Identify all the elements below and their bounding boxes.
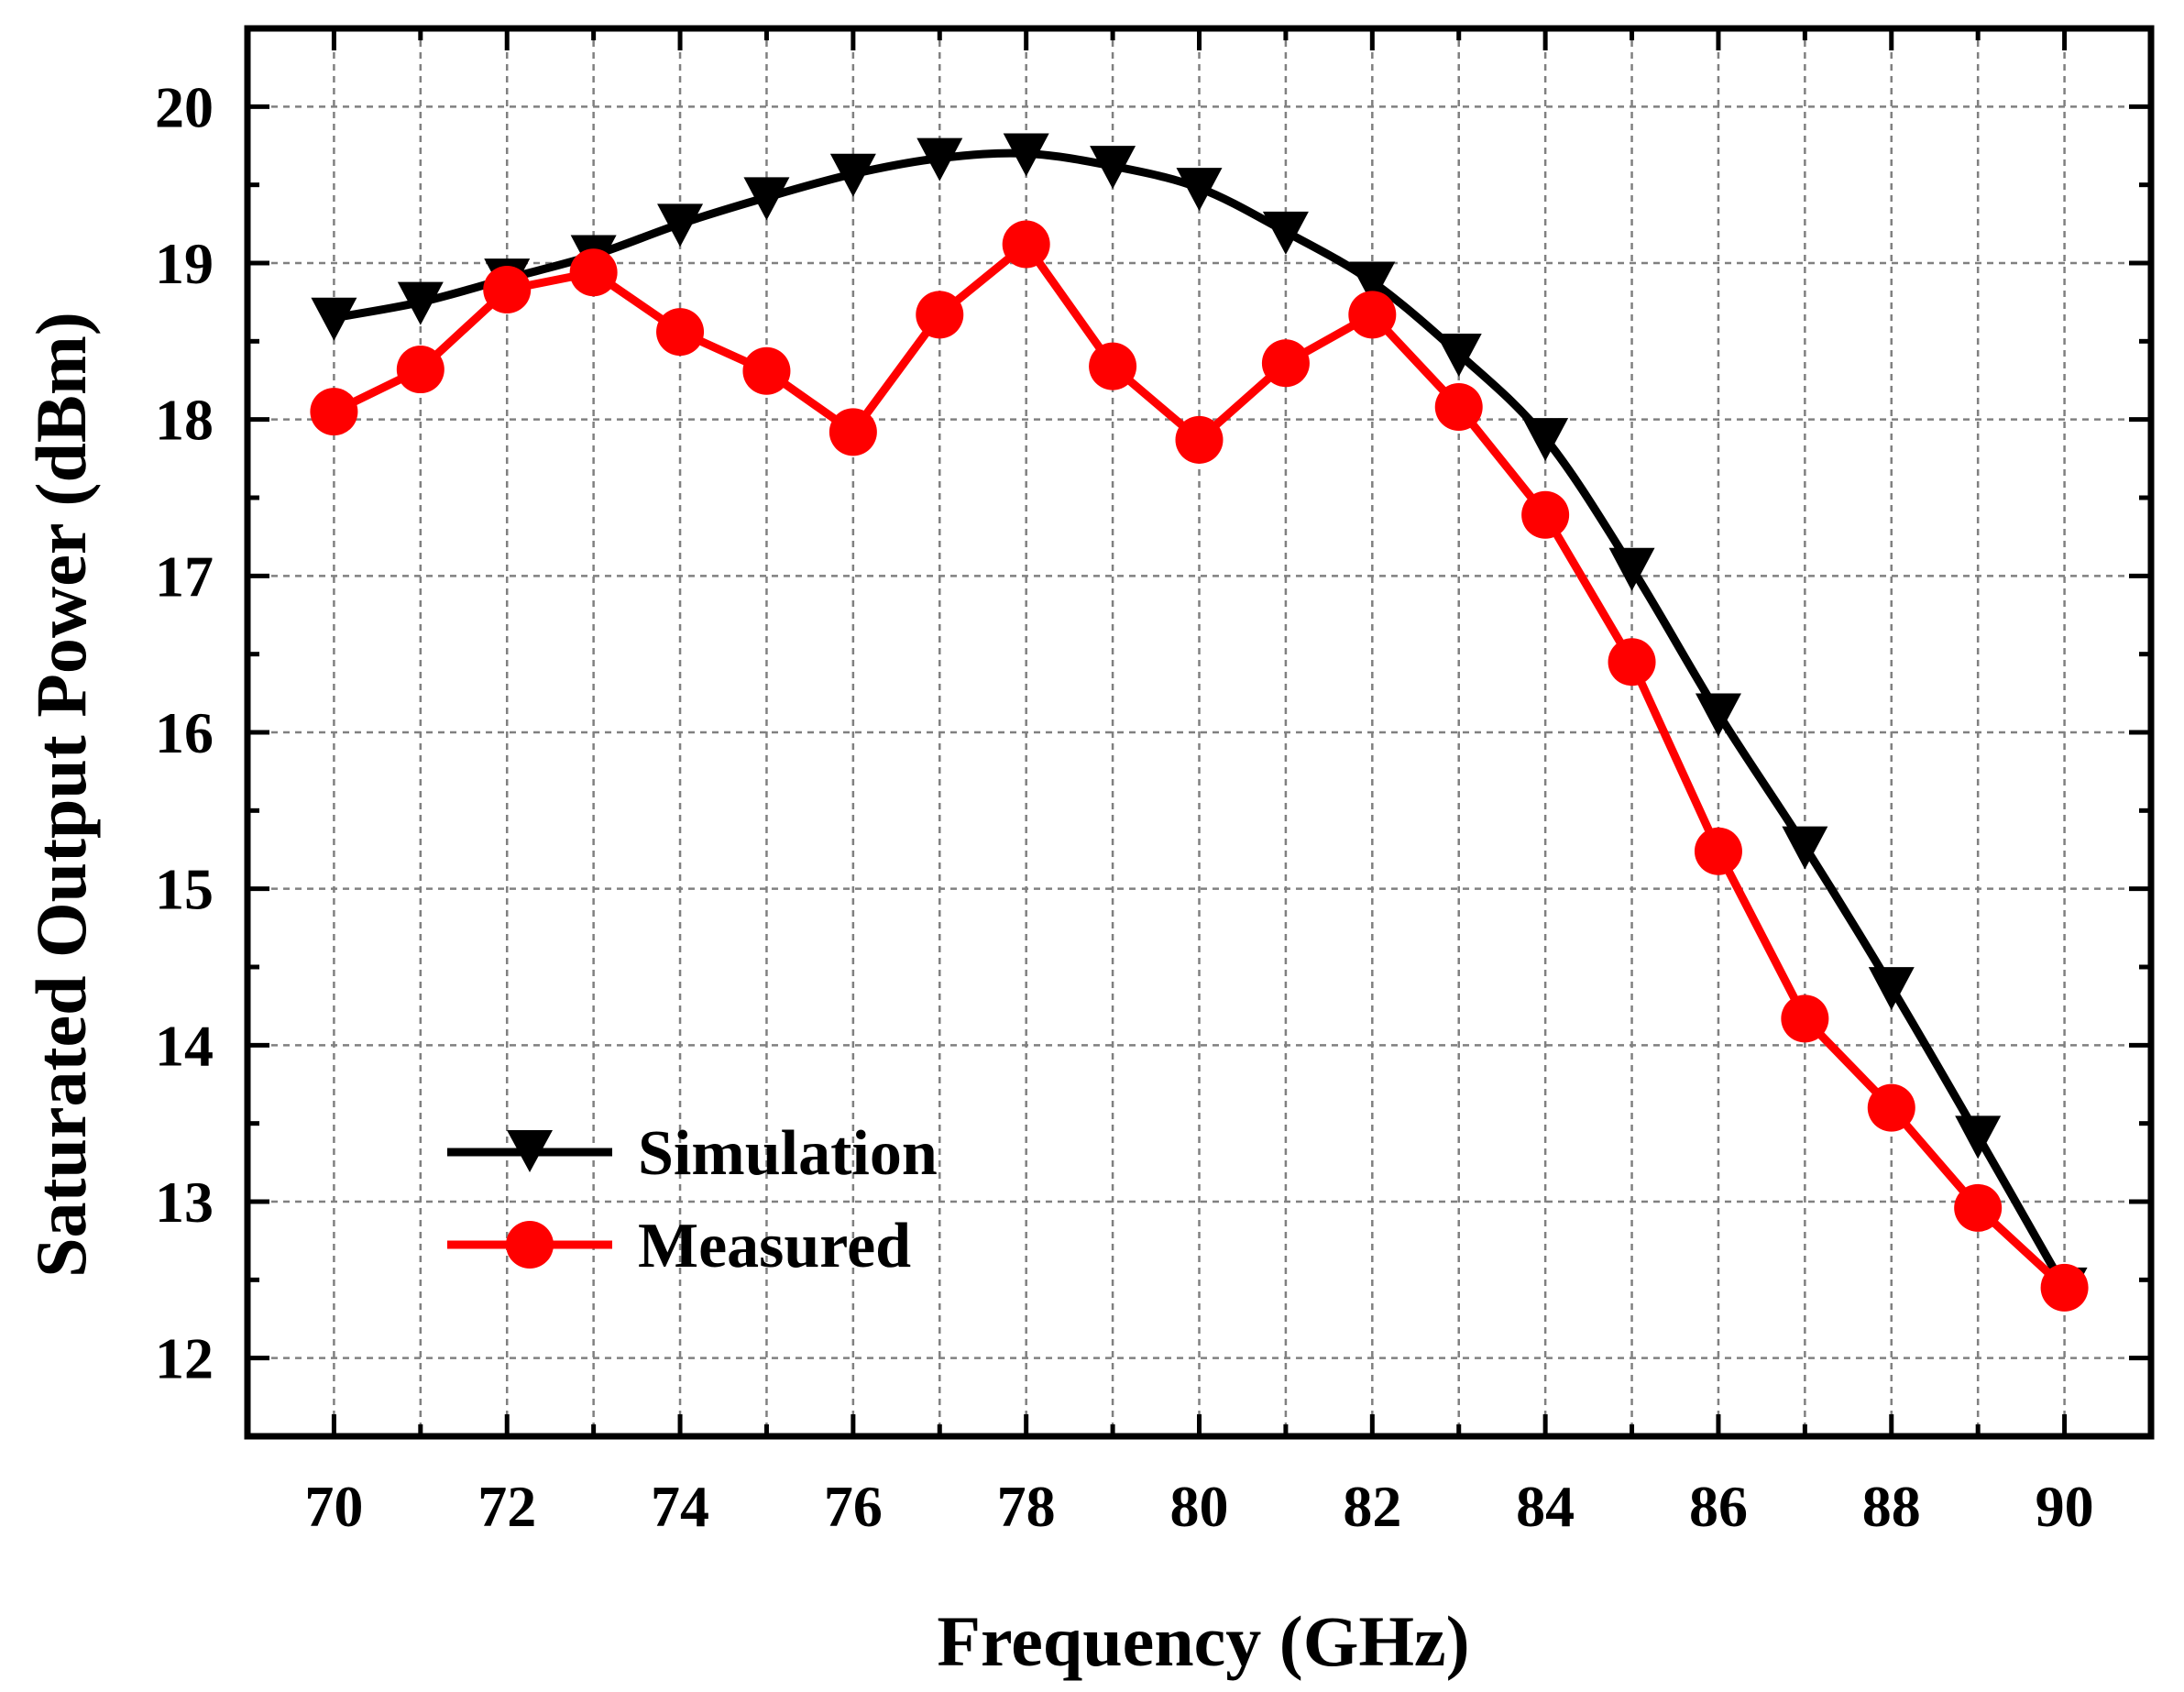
- legend-simulation-marker: [507, 1130, 553, 1172]
- y-axis-title: Saturated Output Power (dBm): [21, 312, 101, 1278]
- series-simulation-point: [1262, 211, 1309, 255]
- series-simulation-point: [1955, 1115, 2002, 1159]
- series-measured-point: [1954, 1183, 2003, 1232]
- series-simulation-point: [1090, 146, 1136, 190]
- series-measured-point: [1781, 994, 1829, 1043]
- y-tick-label: 14: [155, 1013, 214, 1078]
- series-simulation-point: [916, 137, 963, 181]
- legend: Simulation Measured: [447, 1118, 938, 1281]
- series-simulation-point: [1608, 547, 1655, 591]
- x-tick-label: 72: [477, 1474, 536, 1539]
- x-tick-label: 88: [1862, 1474, 1921, 1539]
- series-measured-point: [310, 388, 358, 436]
- series-measured-point: [916, 291, 964, 339]
- x-tick-label: 84: [1516, 1474, 1575, 1539]
- series-measured-point: [1867, 1083, 1915, 1132]
- x-axis-title: Frequency (GHz): [937, 1601, 1469, 1681]
- series-simulation-point: [657, 203, 704, 247]
- axis-ticks: [247, 28, 2151, 1436]
- x-tick-label: 80: [1170, 1474, 1229, 1539]
- series-simulation-point: [1003, 133, 1049, 177]
- x-tick-label: 86: [1689, 1474, 1748, 1539]
- y-tick-label: 18: [155, 388, 214, 453]
- series-measured-point: [742, 346, 791, 395]
- x-tick-label: 90: [2036, 1474, 2094, 1539]
- legend-simulation-label: Simulation: [638, 1118, 938, 1189]
- series-measured: [310, 220, 2089, 1312]
- y-tick-label: 17: [155, 544, 214, 609]
- series-measured-point: [656, 308, 705, 357]
- series-simulation-point: [1868, 967, 1915, 1011]
- series-simulation-point: [311, 297, 357, 341]
- series-simulation-point: [743, 177, 790, 221]
- y-tick-label: 16: [155, 700, 214, 765]
- series-simulation-point: [397, 281, 444, 325]
- y-tick-label: 20: [155, 74, 214, 139]
- series-measured-point: [829, 408, 877, 456]
- series-measured-point: [2040, 1263, 2089, 1312]
- tick-labels: 70 72 74 76 78 80 82 84 86 88 90 12 13 14 15 16 17 18 19 20: [155, 74, 2094, 1539]
- series-measured-point: [1434, 383, 1483, 432]
- series-measured-point: [483, 266, 532, 314]
- series-measured-point: [1521, 490, 1570, 539]
- series-measured-point: [1694, 827, 1742, 875]
- series-measured-point: [1002, 220, 1050, 269]
- series-simulation-point: [829, 153, 876, 197]
- x-tick-label: 78: [997, 1474, 1056, 1539]
- series-simulation-point: [1349, 261, 1396, 305]
- y-tick-label: 19: [155, 231, 214, 296]
- series-simulation-point: [1782, 826, 1828, 870]
- series-measured-point: [1261, 339, 1310, 388]
- x-tick-label: 82: [1343, 1474, 1401, 1539]
- series-simulation-point: [1435, 333, 1482, 377]
- x-tick-label: 74: [651, 1474, 709, 1539]
- series-simulation-point: [1522, 418, 1569, 462]
- x-tick-label: 76: [824, 1474, 883, 1539]
- y-tick-label: 13: [155, 1170, 214, 1235]
- series-simulation-point: [1695, 693, 1741, 737]
- series-layer: [310, 133, 2089, 1312]
- series-measured-point: [1089, 342, 1137, 390]
- series-measured-point: [1608, 638, 1656, 687]
- series-measured-point: [569, 248, 618, 297]
- series-simulation-point: [1176, 168, 1223, 212]
- y-tick-label: 12: [155, 1326, 214, 1391]
- series-measured-point: [396, 346, 444, 394]
- legend-measured-marker: [506, 1221, 554, 1269]
- x-tick-label: 70: [304, 1474, 363, 1539]
- series-measured-point: [1175, 415, 1224, 464]
- y-tick-label: 15: [155, 857, 214, 922]
- legend-measured-label: Measured: [638, 1211, 911, 1281]
- series-measured-point: [1348, 291, 1397, 339]
